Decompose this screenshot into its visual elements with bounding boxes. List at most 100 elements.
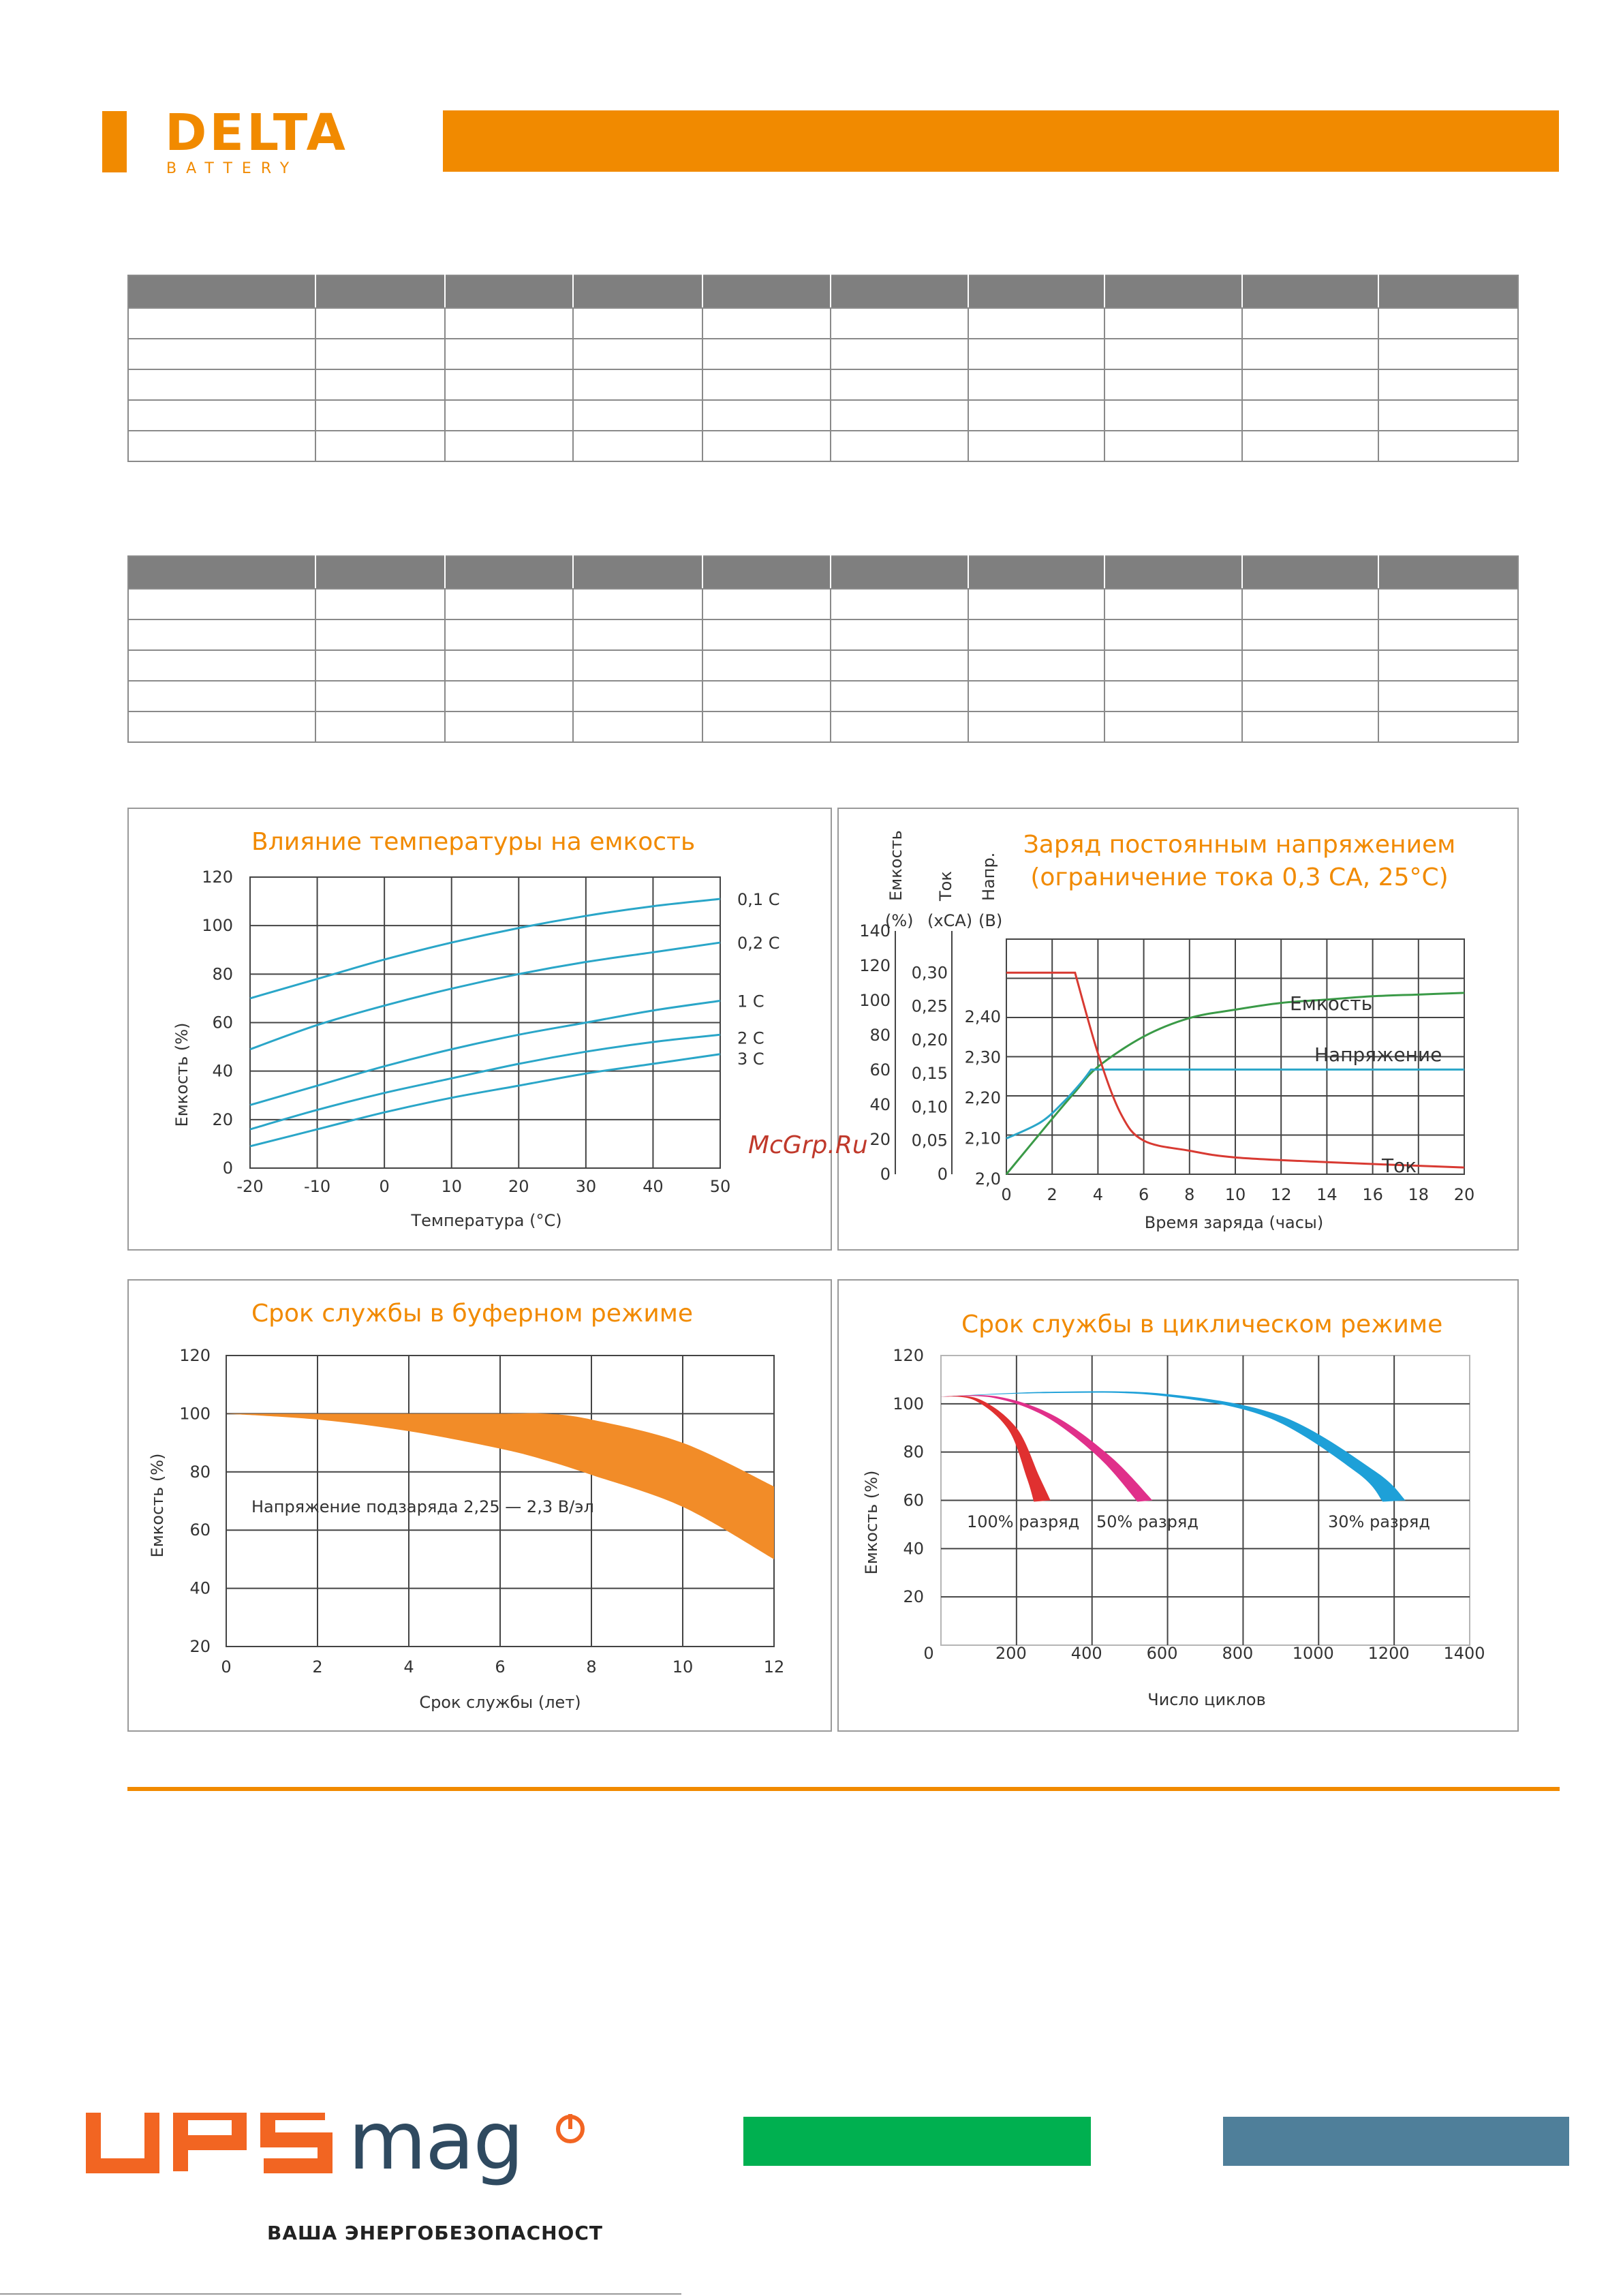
series-lines [249, 898, 721, 1148]
x-tick-label: 18 [1408, 1185, 1429, 1204]
x-tick-label: 40 [643, 1177, 664, 1196]
chart-temperature: Влияние температуры на емкость 120100806… [172, 828, 780, 1230]
x-tick-label: 600 [1147, 1644, 1178, 1663]
x-tick-label: 1000 [1293, 1644, 1334, 1663]
y-tick-label: 80 [903, 1443, 924, 1462]
series-band-0 [941, 1396, 1051, 1502]
x-ticks: 0 2 4 6 8 10 12 [221, 1657, 784, 1677]
table-row [127, 307, 1519, 339]
series-label: 2 C [737, 1028, 764, 1047]
cur-tick-label: 0,20 [912, 1030, 948, 1050]
cap-header: Емкость [886, 830, 906, 901]
delta-battery-logo: DELTA BATTERY [165, 104, 345, 177]
cap-tick-label: 80 [869, 1026, 891, 1045]
x-ticks: 0 200 400 600 800 1000 1200 1400 [923, 1644, 1485, 1663]
cur-tick-label: 0,10 [912, 1097, 948, 1116]
series-line-capacity [1005, 992, 1465, 1175]
table-row [127, 711, 1519, 743]
volt-tick-label: 2,10 [965, 1129, 1001, 1148]
cur-tick-label: 0,05 [912, 1131, 948, 1150]
y-tick-label: 100 [179, 1404, 211, 1423]
y-axis-label: Емкость (%) [148, 1454, 167, 1558]
x-ticks: 0 2 4 6 8 10 12 14 16 18 20 [1001, 1185, 1474, 1204]
x-tick-label: 2 [312, 1657, 322, 1677]
chart-cycle-panel: Срок службы в циклическом режиме 120 100 8… [837, 1279, 1519, 1732]
blue-banner[interactable] [1223, 2117, 1569, 2166]
y-tick-label: 80 [212, 964, 233, 983]
series-label-current: Ток [1381, 1154, 1417, 1177]
x-tick-label: 20 [508, 1177, 529, 1196]
y-tick-label: 80 [189, 1463, 211, 1482]
bottom-rule [0, 2293, 681, 2295]
series-label: 0,1 C [737, 890, 780, 909]
table-row [127, 430, 1519, 462]
logo-subtext: BATTERY [166, 160, 298, 177]
volt-tick-label: 2,20 [965, 1088, 1001, 1107]
series-band-float [226, 1413, 774, 1559]
green-banner[interactable] [743, 2117, 1091, 2166]
table-row [127, 338, 1519, 370]
cap-tick-label: 20 [869, 1130, 891, 1149]
table-row [127, 588, 1519, 620]
chart-charge: Заряд постоянным напряжением (ограничени… [859, 830, 1474, 1232]
x-tick-label: 10 [673, 1657, 694, 1677]
series-line [249, 898, 721, 1000]
table-header-row [127, 275, 1519, 309]
y-ticks: 120 100 80 60 40 20 0 [202, 868, 233, 1178]
y-tick-label: 120 [202, 868, 233, 887]
series-label-30: 30% разряд [1328, 1512, 1430, 1531]
y-tick-label: 60 [189, 1520, 211, 1540]
footer-divider [127, 1787, 1560, 1791]
volt-tick-label: 2,40 [965, 1007, 1001, 1026]
spec-table-2 [127, 555, 1519, 743]
table-row [127, 369, 1519, 401]
cap-tick-label: 0 [880, 1165, 891, 1184]
svg-text:ВАША ЭНЕРГОБЕЗОПАСНОСТЬ: ВАША ЭНЕРГОБЕЗОПАСНОСТЬ [267, 2222, 603, 2244]
x-tick-label: 16 [1362, 1185, 1383, 1204]
cur-tick-label: 0,30 [912, 963, 948, 982]
y-ticks: 120 100 80 60 40 20 [179, 1346, 211, 1656]
y-tick-label: 40 [189, 1579, 211, 1598]
x-tick-label: -10 [304, 1177, 330, 1196]
x-tick-label: -20 [236, 1177, 263, 1196]
y-tick-label: 120 [179, 1346, 211, 1365]
series-band-2 [941, 1391, 1406, 1502]
cap-tick-label: 100 [859, 991, 891, 1010]
cur-tick-label: 0,25 [912, 997, 948, 1016]
cap-tick-label: 120 [859, 956, 891, 975]
series-line-voltage [1006, 1068, 1464, 1139]
cap-tick-label: 140 [859, 921, 891, 940]
chart-title: Влияние температуры на емкость [251, 828, 695, 856]
series-band-1 [941, 1395, 1153, 1502]
x-tick-label: 4 [1093, 1185, 1103, 1204]
chart-grid [249, 876, 721, 1169]
chart-float-panel: Срок службы в буферном режиме 120 100 80 60… [127, 1279, 832, 1732]
series-line [249, 1033, 721, 1131]
table-row [127, 399, 1519, 431]
volt-tick-label: 2,30 [965, 1048, 1001, 1067]
x-tick-label: 8 [586, 1657, 596, 1677]
y-tick-label: 100 [202, 916, 233, 935]
series-label: 3 C [737, 1050, 764, 1069]
cur-unit: (хСА) [927, 911, 972, 930]
x-tick-label: 0 [380, 1177, 390, 1196]
chart-grid [1006, 938, 1465, 1175]
y-axis-label: Емкость (%) [862, 1471, 881, 1575]
series-line-current [1006, 971, 1465, 1169]
chart-note: Напряжение подзаряда 2,25 — 2,3 В/эл [251, 1497, 594, 1516]
y-axis-label: Емкость (%) [172, 1023, 191, 1127]
cur-tick-label: 0 [938, 1165, 948, 1184]
table-row [127, 649, 1519, 682]
series-band [226, 1413, 774, 1559]
series-line [249, 941, 721, 1051]
x-tick-label: 4 [403, 1657, 414, 1677]
y-tick-label: 20 [189, 1637, 211, 1656]
chart-float-life: Срок службы в буферном режиме 1201008060… [148, 1300, 784, 1712]
x-axis-label: Температура (°C) [410, 1211, 561, 1230]
cur-tick-label: 0,15 [912, 1064, 948, 1083]
x-tick-label: 6 [1139, 1185, 1149, 1204]
series-label-50: 50% разряд [1096, 1512, 1199, 1531]
series-label: 0,2 C [737, 934, 780, 953]
x-tick-label: 0 [923, 1644, 933, 1663]
series-bands [941, 1391, 1406, 1502]
